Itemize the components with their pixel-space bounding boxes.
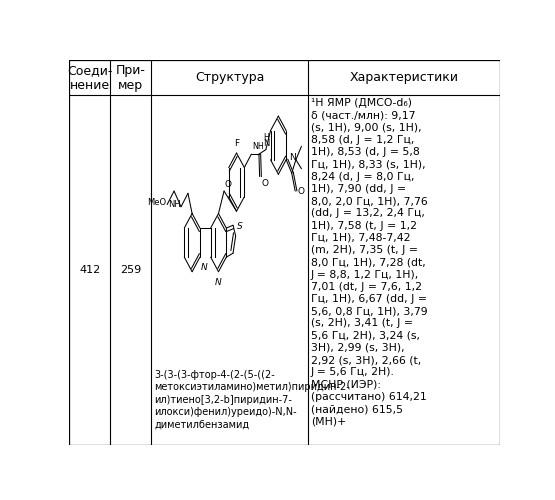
- Text: NH: NH: [252, 142, 264, 150]
- Text: H: H: [263, 132, 269, 141]
- Text: Структура: Структура: [195, 71, 264, 84]
- Text: ¹H ЯМР (ДМСО-d₆)
δ (част./млн): 9,17
(s, 1H), 9,00 (s, 1H),
8,58 (d, J = 1,2 Гц,: ¹H ЯМР (ДМСО-d₆) δ (част./млн): 9,17 (s,…: [311, 98, 427, 426]
- Text: 259: 259: [120, 265, 142, 275]
- Text: N: N: [215, 278, 222, 287]
- Text: S: S: [237, 222, 243, 232]
- Text: NH: NH: [168, 200, 180, 209]
- Text: 412: 412: [79, 265, 100, 275]
- Text: N: N: [200, 262, 207, 272]
- Text: N: N: [263, 140, 269, 148]
- Text: 3-(3-(3-фтор-4-(2-(5-((2-
метоксиэтиламино)метил)пиридин-2-
ил)тиено[3,2-b]пирид: 3-(3-(3-фтор-4-(2-(5-((2- метоксиэтилами…: [154, 370, 350, 430]
- Text: F: F: [234, 138, 239, 147]
- Text: O: O: [224, 180, 231, 189]
- Text: Соеди-
нение: Соеди- нение: [67, 64, 113, 92]
- Text: N: N: [289, 153, 295, 162]
- Text: MeO: MeO: [147, 198, 166, 207]
- Text: O: O: [297, 186, 304, 196]
- Text: O: O: [262, 179, 269, 188]
- Text: При-
мер: При- мер: [116, 64, 145, 92]
- Text: Характеристики: Характеристики: [349, 71, 458, 84]
